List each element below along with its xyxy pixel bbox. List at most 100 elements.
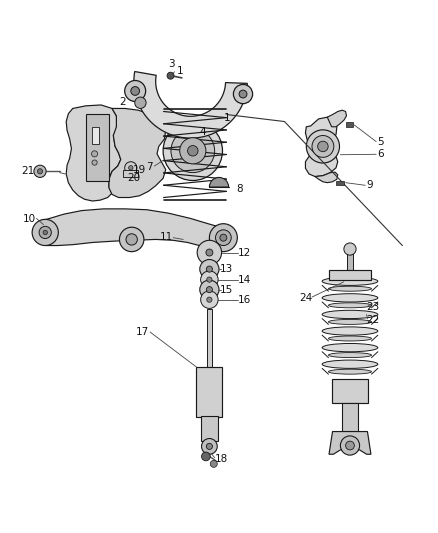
Circle shape xyxy=(318,141,328,152)
Bar xyxy=(207,309,212,367)
Circle shape xyxy=(201,291,218,309)
Bar xyxy=(347,249,353,272)
Circle shape xyxy=(239,90,247,98)
Text: 8: 8 xyxy=(237,184,243,194)
Circle shape xyxy=(200,260,219,279)
Ellipse shape xyxy=(322,277,378,285)
Bar xyxy=(342,403,358,432)
Polygon shape xyxy=(329,432,371,454)
Circle shape xyxy=(346,441,354,450)
Text: 13: 13 xyxy=(220,264,233,274)
Text: 19: 19 xyxy=(133,165,146,175)
Circle shape xyxy=(306,130,339,163)
Circle shape xyxy=(39,227,51,239)
Ellipse shape xyxy=(328,369,371,374)
Text: 24: 24 xyxy=(300,293,313,303)
Text: 6: 6 xyxy=(377,149,384,159)
Text: 18: 18 xyxy=(215,455,228,464)
Bar xyxy=(201,416,218,441)
Text: 1: 1 xyxy=(223,113,230,123)
Circle shape xyxy=(125,80,146,101)
Circle shape xyxy=(187,146,198,156)
Circle shape xyxy=(206,287,212,293)
Text: 12: 12 xyxy=(238,247,251,257)
Circle shape xyxy=(233,84,253,103)
Bar xyxy=(336,181,344,185)
Text: 5: 5 xyxy=(377,136,384,147)
Circle shape xyxy=(135,97,146,108)
Polygon shape xyxy=(327,110,346,127)
Polygon shape xyxy=(134,71,247,138)
Circle shape xyxy=(32,220,58,246)
Ellipse shape xyxy=(328,353,371,358)
Text: 1: 1 xyxy=(177,66,183,76)
Text: 22: 22 xyxy=(366,315,379,325)
Text: 7: 7 xyxy=(146,162,152,172)
Text: 15: 15 xyxy=(220,285,233,295)
Ellipse shape xyxy=(328,303,371,308)
Circle shape xyxy=(163,121,223,181)
Circle shape xyxy=(171,129,215,173)
Polygon shape xyxy=(315,172,338,183)
Circle shape xyxy=(125,161,137,174)
Ellipse shape xyxy=(322,294,378,302)
Bar xyxy=(123,171,138,176)
Text: 14: 14 xyxy=(238,274,251,285)
Circle shape xyxy=(126,234,138,245)
Text: 17: 17 xyxy=(136,327,149,337)
Circle shape xyxy=(206,249,213,256)
Circle shape xyxy=(340,436,360,455)
Bar xyxy=(332,379,368,403)
Circle shape xyxy=(37,169,42,174)
Circle shape xyxy=(201,271,218,288)
Circle shape xyxy=(207,297,212,302)
Circle shape xyxy=(43,230,47,235)
Circle shape xyxy=(92,160,97,165)
Circle shape xyxy=(215,230,231,246)
Circle shape xyxy=(201,452,210,461)
Text: 20: 20 xyxy=(127,173,141,183)
Wedge shape xyxy=(209,177,229,187)
Polygon shape xyxy=(305,117,338,176)
Text: 21: 21 xyxy=(21,166,35,176)
Ellipse shape xyxy=(328,286,371,291)
Polygon shape xyxy=(66,105,121,201)
Circle shape xyxy=(92,151,98,157)
Circle shape xyxy=(200,280,219,299)
Circle shape xyxy=(201,439,217,454)
Circle shape xyxy=(206,266,212,272)
Circle shape xyxy=(34,165,46,177)
Ellipse shape xyxy=(322,360,378,368)
Bar xyxy=(92,127,99,144)
Ellipse shape xyxy=(322,343,378,352)
Circle shape xyxy=(206,443,212,449)
Circle shape xyxy=(120,227,144,252)
Bar xyxy=(329,270,371,280)
Polygon shape xyxy=(36,209,237,249)
Text: 3: 3 xyxy=(168,59,174,69)
Circle shape xyxy=(209,224,237,252)
Bar xyxy=(86,114,109,181)
Text: 23: 23 xyxy=(366,302,379,312)
Polygon shape xyxy=(109,108,166,198)
Circle shape xyxy=(207,277,212,282)
Text: 16: 16 xyxy=(238,295,251,305)
Circle shape xyxy=(129,166,133,170)
Text: 2: 2 xyxy=(119,97,125,107)
Text: 11: 11 xyxy=(160,232,173,242)
Circle shape xyxy=(344,243,356,255)
Bar xyxy=(196,367,223,417)
Circle shape xyxy=(131,87,140,95)
Ellipse shape xyxy=(322,327,378,335)
Ellipse shape xyxy=(328,336,371,341)
Text: 4: 4 xyxy=(199,127,206,137)
Circle shape xyxy=(312,135,334,157)
Circle shape xyxy=(180,138,206,164)
Text: 10: 10 xyxy=(22,214,35,224)
Ellipse shape xyxy=(322,310,378,319)
Ellipse shape xyxy=(328,319,371,325)
Circle shape xyxy=(167,72,174,79)
Circle shape xyxy=(220,234,227,241)
Circle shape xyxy=(210,461,217,467)
Text: 9: 9 xyxy=(366,180,373,190)
